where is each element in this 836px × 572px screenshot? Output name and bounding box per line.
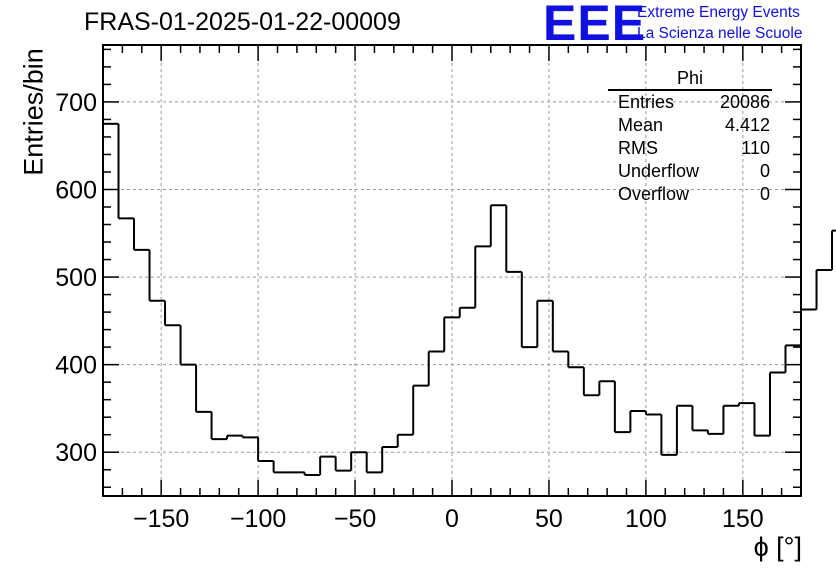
stats-value: 0 <box>759 184 770 204</box>
y-tick-label: 400 <box>55 352 97 380</box>
histogram-bin <box>598 380 615 396</box>
histogram-bin <box>272 460 290 474</box>
y-axis-label: Entries/bin <box>18 48 49 176</box>
x-tick-label: 100 <box>625 505 667 533</box>
y-tick-label: 500 <box>55 264 97 292</box>
histogram-bin <box>195 364 212 413</box>
histogram-bin <box>474 245 491 308</box>
histogram-bin <box>396 433 414 447</box>
histogram-bin <box>179 325 197 366</box>
stats-value: 110 <box>741 138 770 158</box>
grid-lines <box>103 45 801 496</box>
stats-label: Entries <box>618 92 675 112</box>
histogram-bin <box>722 404 739 434</box>
axis-ticks <box>102 45 802 496</box>
histogram-bin <box>303 472 321 476</box>
histogram-bin <box>644 411 662 416</box>
histogram-bin <box>505 205 522 273</box>
stats-label: Overflow <box>618 184 690 204</box>
histogram-bin <box>737 402 755 406</box>
stats-box: Phi Entries 20086 Mean 4.412 RMS 110 Und… <box>608 68 772 206</box>
histogram-bin <box>319 455 336 475</box>
histogram-bin <box>551 300 569 353</box>
stats-label: Underflow <box>618 161 700 181</box>
histogram-bin <box>350 451 367 471</box>
histogram-bin <box>815 269 833 310</box>
histogram-bin <box>365 452 383 474</box>
x-tick-label: −50 <box>334 505 376 533</box>
histogram-bin <box>226 434 243 440</box>
histogram-bin <box>613 381 631 434</box>
histogram-bin <box>753 403 770 437</box>
y-tick-label: 700 <box>55 89 97 117</box>
histogram-bin <box>458 306 476 318</box>
stats-row: RMS 110 <box>608 137 772 160</box>
stats-label: RMS <box>618 138 658 158</box>
histogram-bin <box>536 299 553 348</box>
stats-title: Phi <box>608 68 772 91</box>
x-tick-label: 50 <box>535 505 563 533</box>
x-tick-label: −150 <box>133 505 189 533</box>
stats-row: Overflow 0 <box>608 183 772 206</box>
histogram-bin <box>706 430 724 435</box>
histogram-bin <box>691 405 708 432</box>
eee-logo: EEE <box>543 0 647 51</box>
x-tick-label: 0 <box>445 505 459 533</box>
histogram-bin <box>489 204 507 247</box>
tick-labels: −150 −100 −50 0 50 100 150 300 400 500 600 700 <box>55 89 763 533</box>
histogram-bin <box>334 456 352 472</box>
histogram-bin <box>629 410 646 433</box>
stats-value: 0 <box>759 161 770 181</box>
logo-subtitle-1: Extreme Energy Events <box>637 4 800 21</box>
x-tick-label: −100 <box>230 505 286 533</box>
histogram-bin <box>768 371 786 436</box>
histogram-bin <box>148 249 166 302</box>
histogram-bin <box>660 414 677 456</box>
histogram-bin <box>800 308 817 346</box>
chart-title: FRAS-01-2025-01-22-00009 <box>84 8 401 36</box>
y-tick-label: 300 <box>55 439 97 467</box>
stats-label: Mean <box>618 115 664 135</box>
stats-value: 4.412 <box>724 115 770 135</box>
histogram-bin <box>831 229 836 271</box>
histogram-bin <box>257 437 274 462</box>
y-tick-label: 600 <box>55 176 97 204</box>
stats-row: Mean 4.412 <box>608 114 772 137</box>
histogram-bin <box>520 271 538 349</box>
stats-row: Underflow 0 <box>608 160 772 183</box>
histogram-bin <box>582 367 600 397</box>
histogram-bin <box>381 445 398 473</box>
logo-subtitle-2: La Scienza nelle Scuole <box>637 25 803 42</box>
histogram-bin <box>784 344 801 373</box>
histogram-series <box>103 122 836 476</box>
histogram-bin <box>567 351 584 369</box>
stats-value: 20086 <box>719 92 770 112</box>
histogram-bin <box>412 384 429 435</box>
histogram-bin <box>133 218 150 251</box>
x-axis-label: ϕ [°] <box>753 532 802 562</box>
histogram-bin <box>164 300 181 327</box>
histogram-bin <box>443 316 460 352</box>
histogram-bin <box>117 123 135 220</box>
histogram-bin <box>241 435 259 439</box>
histogram-bin <box>675 404 693 455</box>
x-tick-label: 150 <box>722 505 764 533</box>
histogram-bin <box>427 350 445 386</box>
histogram-bin <box>210 411 228 441</box>
stats-row: Entries 20086 <box>608 91 772 114</box>
